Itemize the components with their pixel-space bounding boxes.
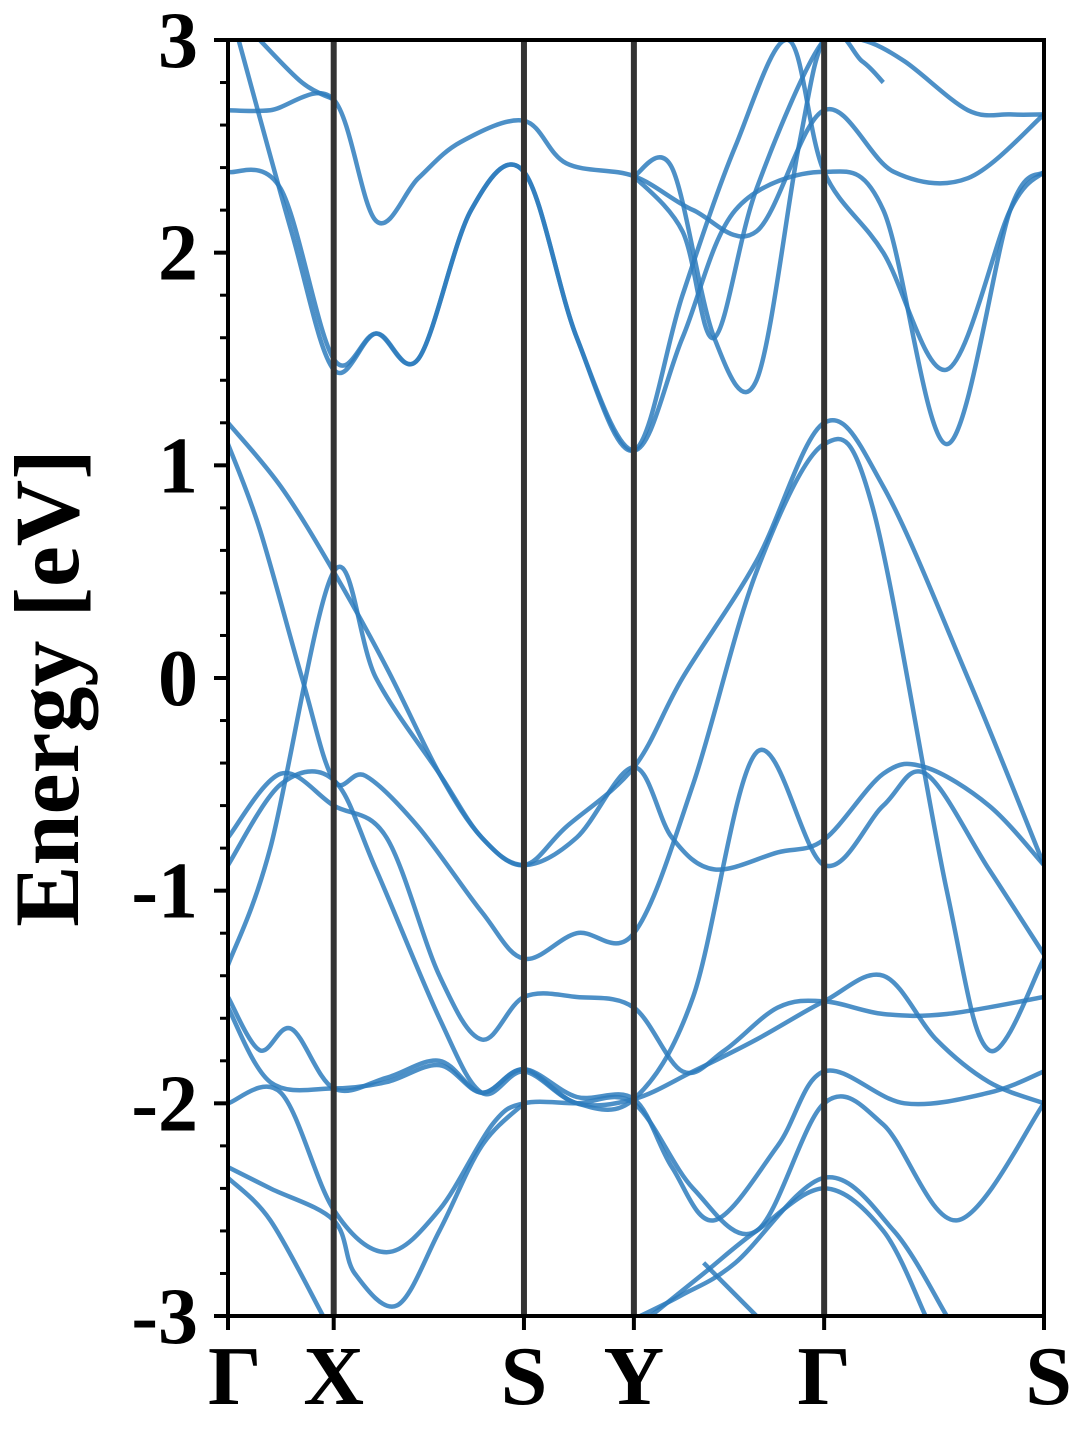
band-line-3	[228, 770, 1044, 1076]
y-tick-label: -3	[131, 1273, 198, 1361]
x-tick-label: X	[303, 1330, 364, 1423]
band-line-17	[258, 40, 335, 102]
y-tick-label: 3	[158, 0, 198, 85]
band-line-8	[228, 1084, 1044, 1255]
band-line-10	[228, 1176, 326, 1316]
band-line-12	[649, 1186, 928, 1316]
band-line-13	[702, 1261, 759, 1316]
high-symmetry-lines	[330, 40, 828, 1316]
y-tick-label: -2	[131, 1060, 198, 1148]
x-tick-label: S	[501, 1330, 548, 1423]
y-tick-label: 1	[158, 422, 198, 510]
x-tick-label: Γ	[208, 1330, 261, 1423]
band-line-14	[228, 91, 1044, 239]
band-line-9	[228, 1101, 526, 1309]
y-axis: 3 2 1 0 -1 -2 -3	[131, 0, 228, 1361]
band-line-11	[639, 1175, 949, 1316]
band-line-19	[632, 40, 885, 340]
x-tick-label: Γ	[797, 1330, 850, 1423]
band-line-18	[632, 40, 1044, 395]
y-tick-label: -1	[131, 848, 198, 936]
y-axis-label: Energy [eV]	[0, 449, 98, 927]
y-tick-label: 2	[158, 210, 198, 298]
y-tick-label: 0	[158, 635, 198, 723]
x-tick-label: S	[1025, 1330, 1072, 1423]
x-tick-label: Y	[604, 1330, 665, 1423]
